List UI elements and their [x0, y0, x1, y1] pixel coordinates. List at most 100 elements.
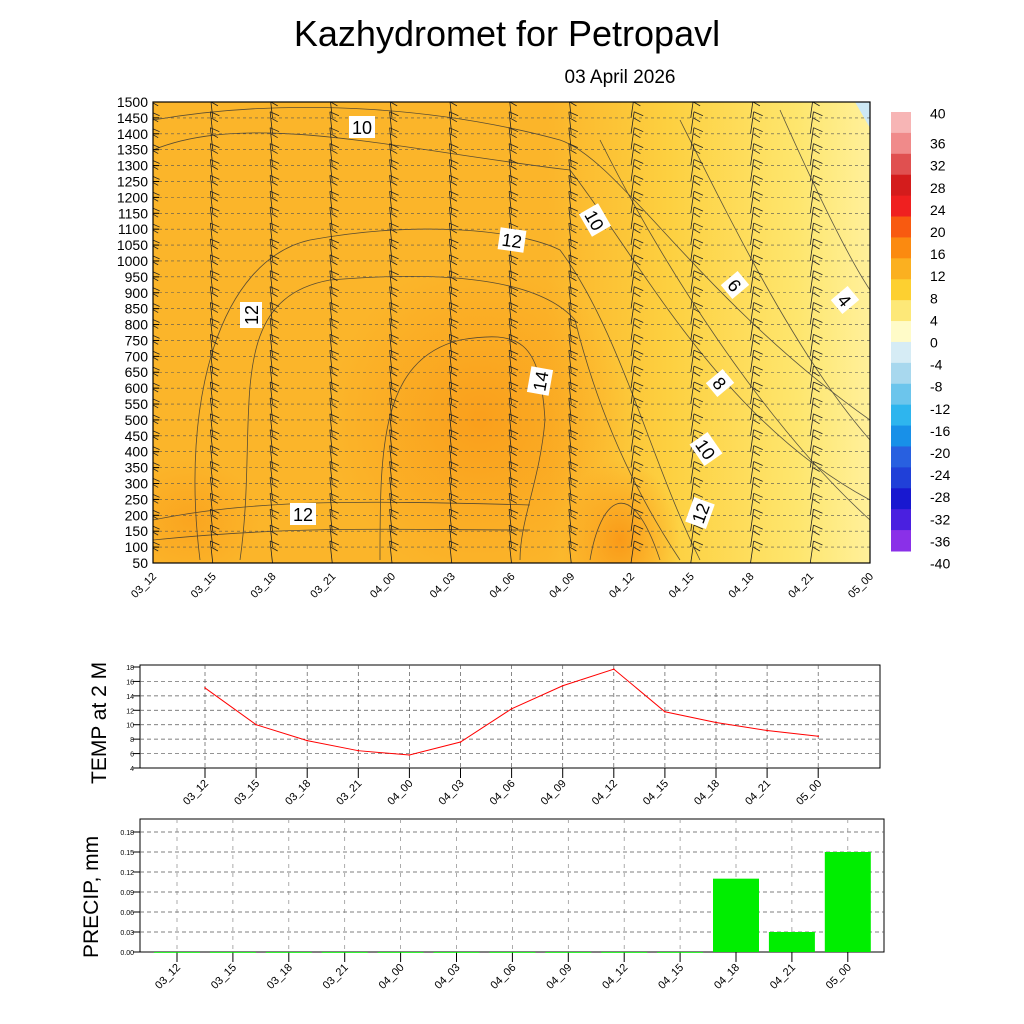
wind-barb [153, 102, 159, 118]
wind-barb [869, 146, 870, 150]
wind-barb [750, 540, 763, 563]
wind-barb [869, 544, 870, 548]
y-tick-label: 750 [125, 332, 149, 348]
wind-barb [750, 302, 763, 325]
wind-barb [630, 349, 644, 373]
y-tick-label: 1050 [117, 237, 148, 253]
wind-barb [809, 159, 823, 182]
temp-ylabel: TEMP at 2 M [88, 662, 111, 784]
colorbar-swatch [891, 300, 911, 322]
wind-barb [153, 462, 160, 484]
wind-barb [153, 382, 160, 405]
precip-bar [545, 952, 592, 953]
precip-bar [377, 952, 424, 953]
wind-barb [630, 429, 644, 452]
wind-barb [750, 111, 763, 134]
wind-barb [809, 270, 823, 293]
precip-bar [321, 952, 368, 953]
x-tick-label: 04_18 [727, 571, 757, 601]
wind-barb [630, 461, 644, 484]
temp-point [613, 668, 615, 670]
contour-label: 12 [242, 305, 262, 325]
wind-barb [869, 258, 870, 261]
y-tick-label: 1500 [117, 94, 148, 110]
y-tick-label: 950 [125, 269, 149, 285]
y-tick-label: 0.18 [120, 830, 134, 837]
wind-barb [869, 401, 870, 405]
wind-barb [153, 287, 160, 309]
contour-label: 10 [352, 118, 372, 138]
wind-barb [809, 540, 823, 563]
x-tick-label: 03_15 [209, 962, 239, 992]
wind-barb [750, 254, 763, 277]
colorbar-swatch [891, 362, 911, 385]
wind-barb [750, 349, 763, 373]
wind-barb [690, 524, 704, 548]
precip-bar [209, 952, 256, 953]
wind-barb [153, 239, 160, 261]
wind-barb [153, 319, 160, 341]
y-tick-label: 14 [126, 694, 134, 701]
colorbar-label: 12 [930, 268, 946, 284]
x-tick-label: 04_00 [385, 778, 415, 808]
wind-barb [750, 381, 763, 405]
wind-barb [869, 289, 870, 293]
wind-barb [630, 540, 644, 563]
wind-barb [809, 302, 823, 325]
wind-barb [809, 429, 823, 452]
wind-barb [870, 80, 882, 102]
x-tick-label: 03_12 [153, 962, 183, 992]
x-tick-label: 05_00 [824, 962, 854, 992]
x-tick-label: 03_21 [321, 962, 351, 992]
wind-barb [630, 333, 644, 357]
wind-barb [869, 417, 870, 420]
x-tick-label: 04_12 [607, 571, 637, 601]
plot-frame [152, 101, 871, 564]
y-tick-label: 0.00 [120, 950, 134, 957]
x-tick-label: 04_03 [437, 778, 467, 808]
colorbar-label: -32 [930, 511, 950, 527]
colorbar-swatch [891, 237, 911, 259]
wind-barb [809, 381, 823, 405]
wind-barb [809, 143, 823, 166]
precip-bar [657, 952, 704, 953]
wind-barb [630, 222, 644, 246]
wind-barb [153, 414, 160, 436]
wind-barb [690, 270, 704, 293]
colorbar-label: 36 [930, 136, 946, 152]
wind-barb [809, 175, 823, 198]
wind-barb [750, 365, 763, 389]
wind-barb [750, 222, 763, 246]
colorbar-swatch [891, 509, 911, 531]
wind-barb [153, 478, 160, 500]
y-tick-label: 500 [125, 412, 149, 428]
wind-barb [690, 397, 704, 420]
wind-barb [869, 353, 870, 357]
wind-barb [809, 477, 823, 500]
x-tick-label: 04_15 [667, 571, 697, 601]
wind-barb [153, 350, 160, 373]
cold-corner [855, 102, 870, 128]
wind-barb [750, 175, 763, 198]
wind-barb [750, 143, 763, 166]
x-tick-label: 04_21 [786, 571, 816, 601]
wind-barb [630, 238, 644, 262]
precip-bar [768, 931, 815, 952]
y-tick-label: 400 [125, 444, 149, 460]
wind-barb [809, 238, 823, 262]
wind-barb [153, 430, 160, 452]
wind-barb [690, 190, 704, 214]
wind-barb [869, 480, 870, 484]
x-tick-label: 04_09 [547, 571, 577, 601]
wind-barb [750, 159, 763, 182]
wind-barb [869, 210, 870, 214]
precip-bar [489, 952, 536, 953]
x-tick-label: 04_18 [712, 962, 742, 992]
wind-barb [391, 102, 392, 103]
x-tick-label: 04_09 [544, 962, 574, 992]
wind-barb [151, 80, 160, 102]
wind-barb [153, 303, 160, 325]
x-tick-label: 03_21 [334, 778, 364, 808]
colorbar-label: 24 [930, 202, 946, 218]
temp-point [306, 739, 309, 742]
